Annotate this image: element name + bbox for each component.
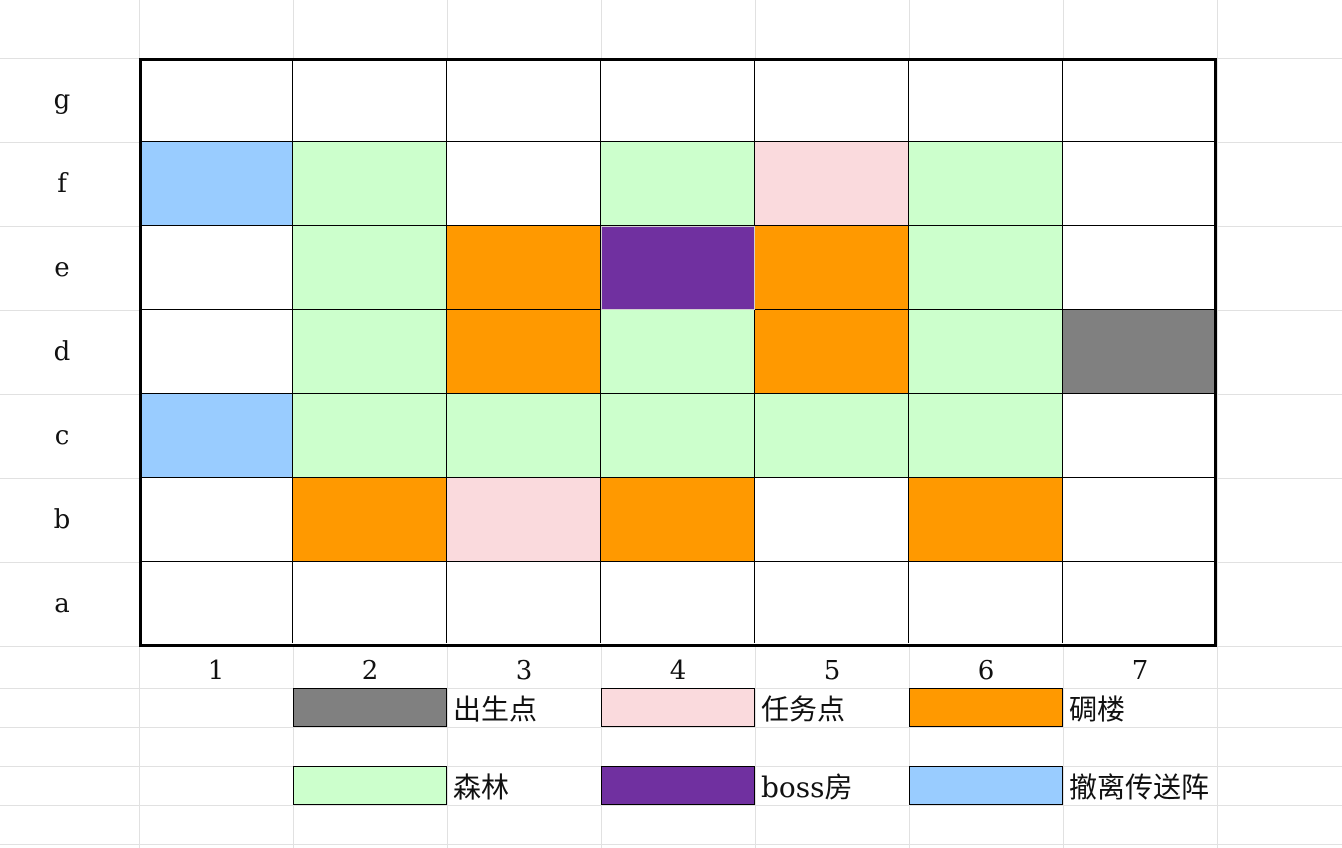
map-cell-empty xyxy=(293,562,447,643)
map-cell-empty xyxy=(1063,478,1214,562)
legend-swatch-forest xyxy=(293,766,447,805)
map-cell-empty xyxy=(142,562,293,643)
legend-swatch-quest xyxy=(601,688,755,727)
map-cell-quest xyxy=(447,478,601,562)
column-label: 3 xyxy=(515,656,533,686)
map-cell-empty xyxy=(142,310,293,394)
map-cell-forest xyxy=(293,394,447,478)
row-label: c xyxy=(54,421,70,451)
column-label: 5 xyxy=(823,656,841,686)
map-cell-quest xyxy=(755,142,909,226)
map-cell-empty xyxy=(1063,226,1214,310)
map-cell-empty xyxy=(601,562,755,643)
map-cell-forest xyxy=(293,310,447,394)
map-cell-blockhouse xyxy=(293,478,447,562)
map-cell-blockhouse xyxy=(601,478,755,562)
column-label: 6 xyxy=(977,656,995,686)
column-label: 1 xyxy=(207,656,225,686)
legend-swatch-boss xyxy=(601,766,755,805)
map-cell-forest xyxy=(909,142,1063,226)
map-cell-blockhouse xyxy=(909,478,1063,562)
row-label: e xyxy=(54,253,70,283)
map-cell-empty xyxy=(142,61,293,142)
map-cell-empty xyxy=(447,142,601,226)
map-cell-empty xyxy=(1063,394,1214,478)
map-cell-empty xyxy=(447,61,601,142)
map-cell-empty xyxy=(1063,142,1214,226)
map-cell-empty xyxy=(601,61,755,142)
legend-swatch-blockhouse xyxy=(909,688,1063,727)
map-cell-forest xyxy=(909,394,1063,478)
map-cell-spawn xyxy=(1063,310,1214,394)
map-cell-empty xyxy=(1063,562,1214,643)
legend-label-blockhouse: 碉楼 xyxy=(1069,693,1126,726)
legend-label-quest: 任务点 xyxy=(761,693,846,726)
legend-label-boss: boss房 xyxy=(761,771,853,804)
map-cell-blockhouse xyxy=(447,310,601,394)
map-cell-empty xyxy=(293,61,447,142)
row-label: g xyxy=(53,85,71,115)
map-cell-extract xyxy=(142,142,293,226)
map-cell-blockhouse xyxy=(755,226,909,310)
map-cell-blockhouse xyxy=(447,226,601,310)
row-label: f xyxy=(57,169,67,199)
map-cell-forest xyxy=(293,142,447,226)
map-cell-forest xyxy=(447,394,601,478)
map-cell-forest xyxy=(909,226,1063,310)
map-cell-forest xyxy=(601,142,755,226)
map-cell-empty xyxy=(755,61,909,142)
map-cell-empty xyxy=(1063,61,1214,142)
map-cell-empty xyxy=(447,562,601,643)
map-cell-empty xyxy=(909,61,1063,142)
map-cell-blockhouse xyxy=(755,310,909,394)
map-cell-extract xyxy=(142,394,293,478)
map-cell-forest xyxy=(909,310,1063,394)
column-label: 4 xyxy=(669,656,687,686)
row-label: d xyxy=(53,337,71,367)
map-cell-empty xyxy=(142,478,293,562)
map-cell-boss xyxy=(601,226,755,310)
map-grid xyxy=(139,58,1217,647)
row-label: b xyxy=(53,505,71,535)
map-cell-forest xyxy=(293,226,447,310)
column-label: 2 xyxy=(361,656,379,686)
legend-swatch-spawn xyxy=(293,688,447,727)
legend-swatch-extract xyxy=(909,766,1063,805)
map-cell-empty xyxy=(755,562,909,643)
legend-label-spawn: 出生点 xyxy=(453,693,538,726)
map-cell-forest xyxy=(755,394,909,478)
map-cell-empty xyxy=(142,226,293,310)
legend-label-forest: 森林 xyxy=(453,771,510,804)
map-cell-forest xyxy=(601,394,755,478)
map-cell-forest xyxy=(601,310,755,394)
map-cell-empty xyxy=(755,478,909,562)
column-label: 7 xyxy=(1131,656,1149,686)
legend-label-extract: 撤离传送阵 xyxy=(1069,771,1210,804)
row-label: a xyxy=(54,589,70,619)
map-cell-empty xyxy=(909,562,1063,643)
